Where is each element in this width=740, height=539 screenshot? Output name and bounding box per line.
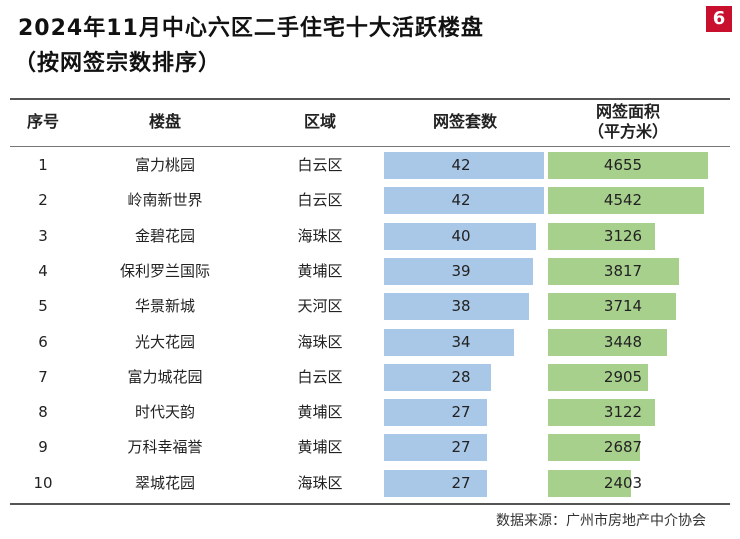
table-row: 3 金碧花园 海珠区 40 3126: [0, 220, 740, 252]
rank-cell: 5: [38, 297, 48, 316]
district-cell: 白云区: [297, 367, 343, 386]
sign-count-bar: [384, 257, 533, 285]
district-cell: 海珠区: [297, 226, 343, 245]
table-row: 7 富力城花园 白云区 28 2905: [0, 361, 740, 393]
data-source-note: 数据来源：广州市房地产中介协会: [496, 513, 706, 529]
sign-count-bar: [384, 434, 487, 462]
rank-cell: 7: [38, 367, 48, 386]
district-cell: 海珠区: [297, 473, 343, 492]
header-estate: 楼盘: [148, 112, 181, 131]
header-sign-area-line2: （平方米）: [587, 122, 668, 141]
estate-cell: 岭南新世界: [127, 191, 203, 210]
estate-cell: 时代天韵: [134, 403, 195, 422]
sign-count-bar: [384, 328, 514, 356]
sign-count-value: 42: [451, 191, 471, 210]
district-cell: 白云区: [297, 156, 343, 174]
sign-area-value: 3817: [603, 261, 643, 280]
sign-count-bar: [384, 399, 487, 427]
rank-cell: 1: [38, 156, 48, 174]
sign-count-value: 42: [451, 156, 471, 174]
sign-area-value: 2403: [603, 473, 643, 492]
sign-count-value: 40: [451, 226, 471, 245]
header-sign-area-line1: 网签面积: [595, 102, 660, 121]
sign-count-bar: [384, 363, 491, 391]
table-row: 10 翠城花园 海珠区 27 2403: [0, 467, 740, 499]
sign-count-value: 34: [451, 332, 471, 351]
district-cell: 白云区: [297, 191, 343, 210]
rank-cell: 3: [38, 226, 48, 245]
district-cell: 海珠区: [297, 332, 343, 351]
sign-area-bar: [548, 363, 648, 391]
sign-area-value: 3714: [603, 297, 643, 316]
estate-cell: 富力桃园: [134, 156, 195, 174]
rank-cell: 6: [38, 332, 48, 351]
sign-area-value: 3126: [603, 226, 643, 245]
table-top-rule: [10, 98, 730, 100]
rank-cell: 9: [38, 438, 48, 457]
header-sign-count: 网签套数: [432, 112, 497, 131]
table-header-rule: [10, 146, 730, 147]
sign-area-value: 4542: [603, 191, 643, 210]
table-row: 5 华景新城 天河区 38 3714: [0, 290, 740, 322]
table-row: 8 时代天韵 黄埔区 27 3122: [0, 396, 740, 428]
sign-count-bar: [384, 187, 544, 215]
estate-cell: 万科幸福誉: [127, 438, 203, 457]
page-number-badge: 6: [706, 6, 732, 32]
sign-area-bar: [548, 152, 708, 179]
rank-cell: 2: [38, 191, 48, 210]
table-row: 9 万科幸福誉 黄埔区 27 2687: [0, 431, 740, 463]
rank-cell: 8: [38, 403, 48, 422]
sign-area-bar: [548, 399, 656, 427]
sign-count-bar: [384, 222, 537, 250]
district-cell: 黄埔区: [297, 403, 343, 422]
estate-cell: 保利罗兰国际: [119, 261, 210, 280]
sign-area-bar: [548, 434, 641, 462]
sign-area-bar: [548, 469, 631, 497]
sign-area-value: 3448: [603, 332, 643, 351]
table-bottom-rule: [10, 503, 730, 505]
table-row: 4 保利罗兰国际 黄埔区 39 3817: [0, 255, 740, 287]
district-cell: 黄埔区: [297, 261, 343, 280]
estate-cell: 翠城花园: [134, 473, 195, 492]
estate-cell: 华景新城: [134, 297, 195, 316]
header-district: 区域: [303, 112, 336, 131]
sign-count-value: 27: [451, 438, 471, 457]
rank-cell: 10: [33, 473, 53, 492]
district-cell: 黄埔区: [297, 438, 343, 457]
sign-area-value: 4655: [603, 156, 643, 174]
sign-area-value: 3122: [603, 403, 643, 422]
sign-count-value: 28: [451, 367, 471, 386]
estate-cell: 富力城花园: [127, 367, 203, 386]
table-row: 1 富力桃园 白云区 42 4655: [0, 149, 740, 181]
page-title: 2024年11月中心六区二手住宅十大活跃楼盘: [18, 16, 484, 41]
sign-count-value: 38: [451, 297, 471, 316]
sign-count-value: 27: [451, 403, 471, 422]
sign-count-bar: [384, 293, 529, 321]
rank-cell: 4: [38, 261, 48, 280]
sign-count-bar: [384, 469, 487, 497]
sign-count-value: 27: [451, 473, 471, 492]
header-rank: 序号: [26, 112, 59, 131]
table-row: 6 光大花园 海珠区 34 3448: [0, 326, 740, 358]
estate-cell: 金碧花园: [134, 226, 195, 245]
estate-cell: 光大花园: [134, 332, 195, 351]
sign-area-bar: [548, 222, 656, 250]
sign-area-value: 2687: [603, 438, 643, 457]
sign-area-value: 2905: [603, 367, 643, 386]
table-row: 2 岭南新世界 白云区 42 4542: [0, 184, 740, 216]
header-sign-area: 网签面积 （平方米）: [548, 102, 708, 142]
sign-count-bar: [384, 152, 544, 179]
sign-area-bar: [548, 257, 680, 285]
sign-area-bar: [548, 328, 667, 356]
sign-area-bar: [548, 293, 676, 321]
sign-area-bar: [548, 187, 705, 215]
sign-count-value: 39: [451, 261, 471, 280]
page-subtitle: （按网签宗数排序）: [14, 51, 222, 76]
district-cell: 天河区: [297, 297, 343, 316]
